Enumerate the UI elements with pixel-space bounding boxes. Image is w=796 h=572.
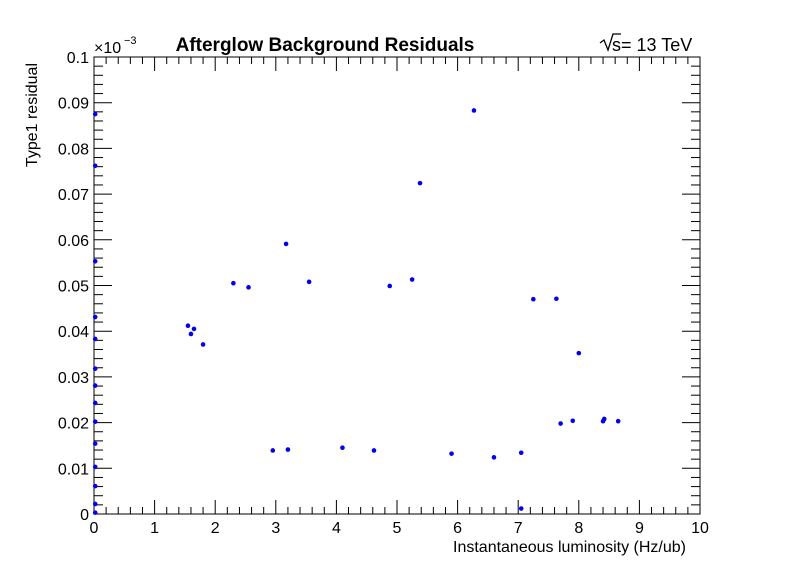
energy-s: s <box>612 35 621 55</box>
data-point <box>92 464 98 470</box>
x-tick-label: 9 <box>635 520 644 537</box>
data-point <box>92 419 98 424</box>
data-point <box>191 326 197 332</box>
data-point <box>188 331 194 337</box>
y-tick-label: 0.06 <box>58 233 89 250</box>
data-point <box>92 258 98 264</box>
chart-title: Afterglow Background Residuals <box>176 35 475 56</box>
y-tick-label: 0.03 <box>58 370 89 387</box>
data-point <box>92 336 98 342</box>
data-point <box>371 448 377 453</box>
x-tick-label: 2 <box>211 520 220 537</box>
x-tick-label: 4 <box>332 520 341 537</box>
x-tick-label: 8 <box>574 520 583 537</box>
data-point <box>554 296 559 302</box>
data-point <box>387 283 393 289</box>
data-point <box>518 450 524 456</box>
data-point <box>615 418 621 424</box>
data-point <box>92 510 98 515</box>
y-exponent-label: ×10 <box>94 40 121 57</box>
x-tick-label: 0 <box>90 520 99 537</box>
data-point <box>576 350 582 356</box>
x-tick-label: 10 <box>691 520 709 537</box>
data-point <box>570 418 576 424</box>
x-tick-label: 7 <box>514 520 523 537</box>
y-tick-label: 0.05 <box>58 279 89 296</box>
data-point <box>246 285 251 290</box>
x-tick-label: 3 <box>271 520 280 537</box>
data-point <box>409 277 415 282</box>
y-tick-label: 0.09 <box>58 96 89 113</box>
x-tick-label: 6 <box>453 520 462 537</box>
data-point <box>600 418 606 424</box>
data-point <box>92 314 98 320</box>
y-tick-label: 0.1 <box>67 50 89 67</box>
y-tick-label: 0.08 <box>58 141 89 158</box>
y-tick-label: 0.02 <box>58 416 89 433</box>
data-point <box>471 108 477 113</box>
data-point <box>283 241 289 247</box>
data-point <box>558 421 563 426</box>
data-point <box>200 342 206 347</box>
data-point <box>185 323 191 329</box>
plot-frame <box>93 56 701 515</box>
y-axis-label: Type1 residual <box>24 63 41 167</box>
data-point <box>417 180 423 186</box>
data-point <box>285 447 291 452</box>
x-axis-label: Instantaneous luminosity (Hz/ub) <box>453 539 686 556</box>
energy-value: = 13 TeV <box>621 35 692 55</box>
data-point <box>340 445 345 451</box>
data-point <box>92 383 98 388</box>
data-point <box>92 366 98 371</box>
x-tick-label: 1 <box>150 520 159 537</box>
y-tick-label: 0.07 <box>58 187 89 204</box>
data-point <box>92 400 98 406</box>
data-point <box>231 280 236 286</box>
y-tick-label: 0 <box>80 507 89 524</box>
data-point <box>92 441 98 446</box>
energy-label: s = 13 TeV <box>599 33 692 55</box>
data-point <box>92 501 98 507</box>
x-tick-label: 5 <box>393 520 402 537</box>
data-point <box>92 111 98 117</box>
y-tick-label: 0.04 <box>58 324 89 341</box>
data-point <box>306 279 312 285</box>
data-point <box>449 451 454 456</box>
data-point <box>92 483 98 489</box>
y-exponent-power: −3 <box>124 35 137 47</box>
data-point <box>270 448 276 453</box>
data-point <box>531 296 536 302</box>
data-point <box>518 506 524 511</box>
data-point <box>92 163 98 169</box>
y-tick-label: 0.01 <box>58 461 89 478</box>
data-point <box>491 455 497 460</box>
sqrt-symbol <box>599 33 621 52</box>
